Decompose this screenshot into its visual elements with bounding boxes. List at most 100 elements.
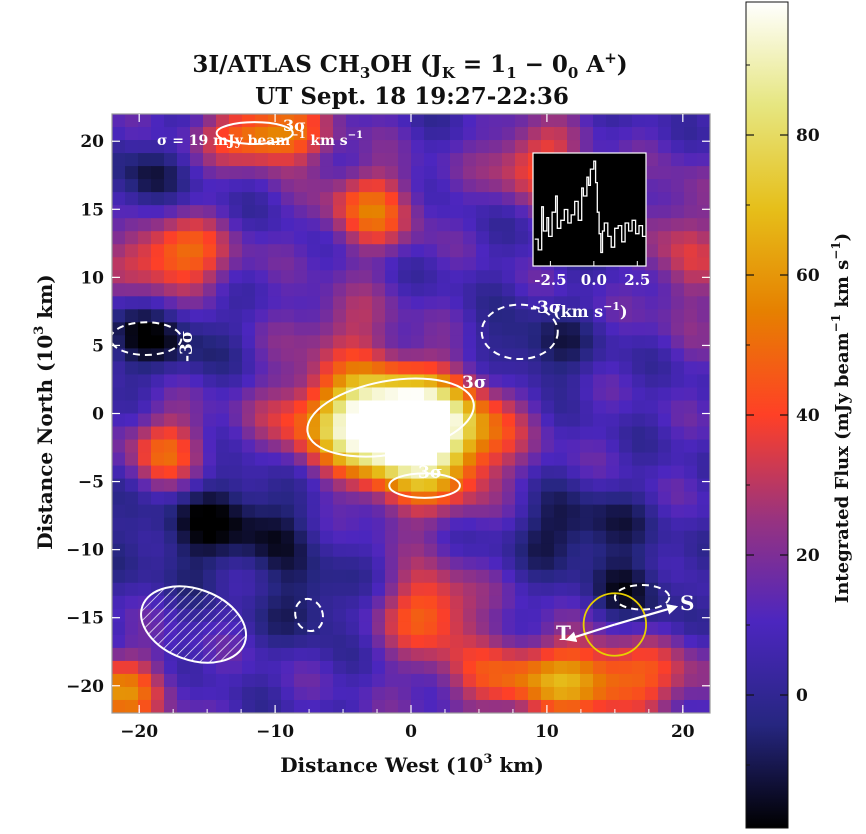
heatmap-cell (372, 426, 386, 441)
heatmap-cell (580, 699, 594, 713)
heatmap-cell (112, 530, 126, 545)
heatmap-cell (151, 335, 165, 349)
heatmap-cell (372, 517, 386, 532)
heatmap-cell (450, 270, 464, 284)
heatmap-cell (125, 621, 139, 636)
heatmap-cell (567, 400, 581, 415)
heatmap-cell (294, 478, 308, 493)
heatmap-cell (476, 361, 490, 376)
heatmap-cell (489, 439, 503, 454)
heatmap-cell (411, 400, 425, 415)
heatmap-cell (216, 569, 230, 584)
heatmap-cell (112, 517, 126, 532)
heatmap-cell (515, 322, 529, 336)
heatmap-cell (658, 166, 672, 180)
heatmap-cell (320, 400, 334, 415)
colorbar-tick-label: 60 (796, 266, 820, 286)
heatmap-cell (450, 348, 464, 363)
heatmap-cell (151, 283, 165, 297)
heatmap-cell (593, 335, 607, 349)
heatmap-cell (619, 556, 633, 571)
heatmap-cell (476, 192, 490, 206)
heatmap-cell (554, 595, 568, 610)
heatmap-cell (164, 244, 178, 258)
heatmap-cell (320, 426, 334, 441)
heatmap-cell (294, 283, 308, 297)
heatmap-cell (528, 660, 542, 675)
heatmap-cell (294, 335, 308, 349)
heatmap-cell (203, 543, 217, 558)
heatmap-cell (476, 452, 490, 467)
heatmap-cell (125, 140, 139, 154)
heatmap-cell (502, 504, 516, 519)
heatmap-cell (541, 621, 555, 636)
heatmap-cell (372, 270, 386, 284)
heatmap-cell (593, 270, 607, 284)
heatmap-cell (450, 400, 464, 415)
heatmap-cell (411, 543, 425, 558)
heatmap-cell (697, 387, 710, 402)
heatmap-cell (463, 439, 477, 454)
heatmap-cell (658, 140, 672, 154)
heatmap-cell (411, 335, 425, 349)
heatmap-cell (645, 699, 659, 713)
heatmap-cell (242, 231, 256, 245)
heatmap-cell (554, 309, 568, 323)
heatmap-cell (450, 309, 464, 323)
heatmap-cell (164, 192, 178, 206)
heatmap-cell (229, 478, 243, 493)
heatmap-cell (411, 452, 425, 467)
heatmap-cell (424, 673, 438, 688)
heatmap-cell (515, 387, 529, 402)
heatmap-cell (281, 543, 295, 558)
heatmap-cell (203, 127, 217, 141)
heatmap-cell (671, 205, 685, 219)
heatmap-cell (359, 673, 373, 688)
heatmap-cell (216, 153, 230, 167)
heatmap-cell (632, 322, 646, 336)
heatmap-cell (450, 335, 464, 349)
heatmap-cell (125, 374, 139, 389)
heatmap-cell (359, 387, 373, 402)
heatmap-cell (307, 218, 321, 232)
heatmap-cell (346, 465, 360, 480)
heatmap-cell (463, 621, 477, 636)
heatmap-cell (320, 296, 334, 310)
heatmap-cell (138, 231, 152, 245)
heatmap-cell (658, 127, 672, 141)
heatmap-cell (229, 348, 243, 363)
heatmap-cell (294, 296, 308, 310)
heatmap-cell (515, 192, 529, 206)
heatmap-cell (255, 647, 269, 662)
heatmap-cell (359, 257, 373, 271)
heatmap-cell (138, 673, 152, 688)
heatmap-cell (424, 270, 438, 284)
heatmap-cell (515, 374, 529, 389)
heatmap-cell (515, 296, 529, 310)
arrow-label-s: S (680, 591, 694, 615)
heatmap-cell (606, 114, 620, 128)
heatmap-cell (333, 699, 347, 713)
neg-contour-label-1: -3σ (530, 298, 561, 318)
heatmap-cell (398, 452, 412, 467)
heatmap-cell (359, 660, 373, 675)
heatmap-cell (580, 452, 594, 467)
heatmap-cell (567, 361, 581, 376)
heatmap-cell (385, 582, 399, 597)
heatmap-cell (359, 452, 373, 467)
heatmap-cell (125, 335, 139, 349)
heatmap-cell (697, 439, 710, 454)
heatmap-cell (567, 114, 581, 128)
heatmap-cell (190, 400, 204, 415)
heatmap-cell (489, 179, 503, 193)
heatmap-cell (346, 114, 360, 128)
heatmap-cell (411, 569, 425, 584)
heatmap-cell (450, 361, 464, 376)
heatmap-cell (437, 634, 451, 649)
heatmap-cell (294, 374, 308, 389)
heatmap-cell (151, 543, 165, 558)
heatmap-cell (255, 361, 269, 376)
heatmap-cell (619, 543, 633, 558)
heatmap-cell (502, 166, 516, 180)
heatmap-cell (255, 244, 269, 258)
